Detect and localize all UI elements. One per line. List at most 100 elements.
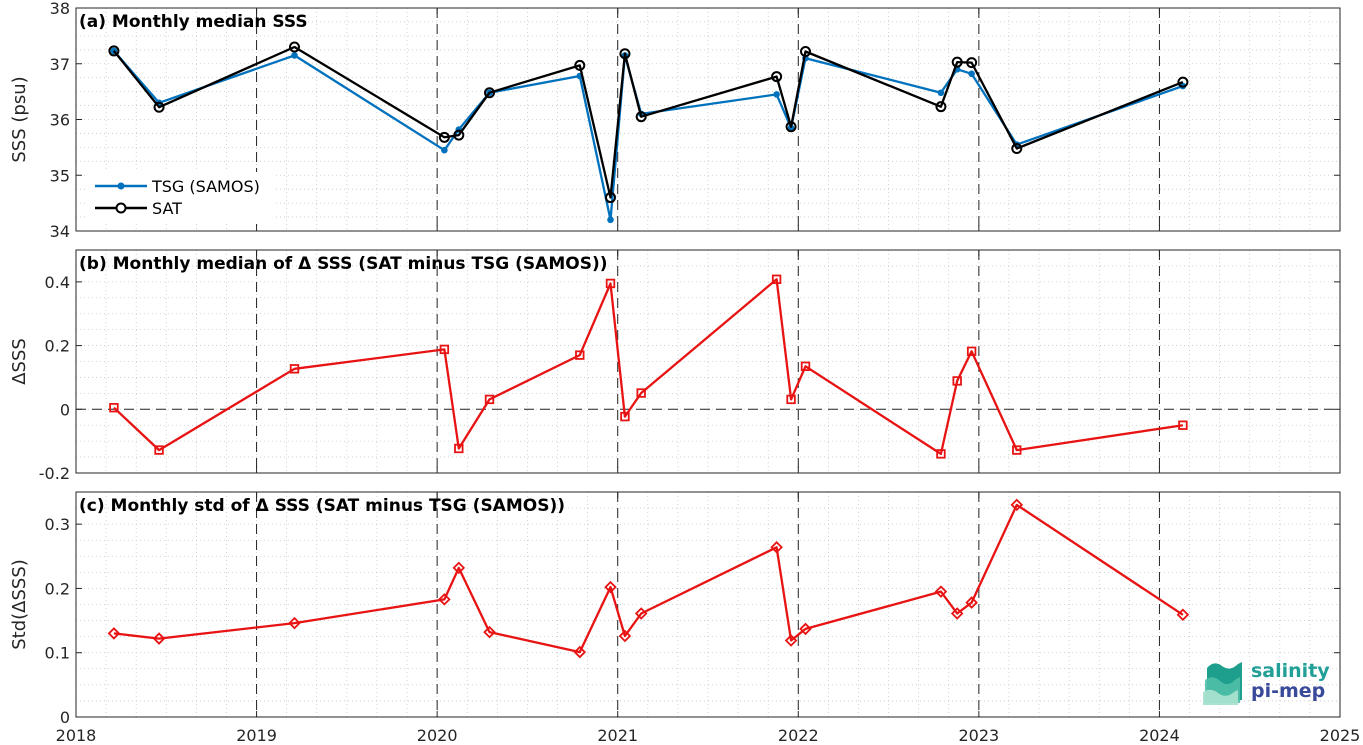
series-sat [108, 41, 1189, 204]
y-tick-label: 0.2 [45, 337, 70, 356]
y-axis-label: Std(ΔSSS) [9, 559, 30, 650]
data-point [288, 41, 300, 53]
data-point [965, 596, 978, 609]
y-tick-label: 0.4 [45, 273, 70, 292]
data-point [935, 101, 947, 113]
data-point [950, 607, 964, 620]
logo-text-pi-mep: pi-mep [1251, 680, 1325, 702]
data-point [438, 593, 451, 606]
y-axis-label: SSS (psu) [9, 76, 30, 162]
data-point [1012, 445, 1022, 455]
data-point [153, 101, 165, 113]
data-point [607, 216, 614, 224]
y-tick-label: -0.2 [39, 464, 70, 483]
data-point [799, 622, 812, 636]
data-point [770, 541, 783, 554]
data-point [771, 274, 782, 285]
data-point [934, 585, 948, 598]
y-tick-label: 37 [50, 55, 70, 74]
data-point [619, 48, 631, 60]
logo-wave-icon [1203, 662, 1242, 705]
data-point [575, 350, 585, 360]
axes-box [75, 491, 1341, 718]
data-point [787, 124, 795, 132]
y-tick-label: 0 [60, 400, 70, 419]
data-point [605, 278, 616, 289]
data-point [483, 625, 496, 639]
series-delta [107, 498, 1190, 659]
data-point [618, 629, 632, 643]
data-point [800, 361, 811, 371]
data-point [1010, 498, 1024, 512]
x-tick-label: 2018 [56, 726, 97, 745]
panel-c: 0 0.1 0.2 0.3 Std(ΔSSS) (c) Monthly std of Δ … [9, 491, 1341, 727]
data-point [968, 70, 975, 78]
x-tick-label: 2025 [1320, 726, 1361, 745]
panel-title: (b) Monthly median of Δ SSS (SAT minus T… [79, 254, 608, 274]
y-tick-label: 38 [50, 0, 70, 18]
data-point [154, 445, 164, 455]
data-point [604, 580, 617, 594]
data-point [1011, 142, 1023, 154]
data-point [966, 57, 978, 69]
data-point [771, 71, 783, 83]
data-point [1176, 608, 1190, 622]
legend-sat-label: SAT [152, 199, 182, 218]
data-point [620, 411, 630, 422]
data-point [108, 45, 120, 57]
data-point [785, 121, 797, 133]
y-tick-label: 35 [50, 166, 70, 185]
data-point [484, 394, 495, 405]
panel-title: (c) Monthly std of Δ SSS (SAT minus TSG … [79, 496, 565, 516]
panel-title: (a) Monthly median SSS [79, 12, 308, 32]
data-point [937, 89, 945, 97]
data-point [453, 129, 465, 141]
data-point [1177, 76, 1189, 88]
axes-box [75, 249, 1341, 474]
data-point [109, 402, 119, 413]
data-point [634, 607, 648, 620]
data-point [635, 111, 647, 123]
salinity-pi-mep-logo: salinity pi-mep [1203, 660, 1330, 705]
data-point [574, 59, 586, 71]
legend-tsg-label: TSG (SAMOS) [151, 177, 260, 196]
data-point [291, 52, 298, 59]
data-point [800, 45, 812, 57]
x-tick-label: 2024 [1139, 726, 1180, 745]
data-point [786, 394, 796, 405]
series-delta [109, 274, 1188, 459]
data-point [636, 388, 646, 398]
data-point [107, 627, 121, 640]
legend-sat-marker [115, 202, 127, 214]
data-point [454, 443, 464, 454]
data-point [452, 561, 466, 575]
data-point [773, 91, 780, 98]
series-line-sat [113, 45, 1184, 199]
series-line-delta [113, 278, 1184, 456]
data-point [966, 346, 977, 357]
y-tick-label: 0 [60, 708, 70, 727]
x-tick-label: 2021 [597, 726, 638, 745]
x-tick-label: 2020 [417, 726, 458, 745]
legend-tsg-marker [117, 182, 125, 190]
data-point [484, 87, 496, 99]
data-point [152, 632, 166, 645]
data-point [289, 364, 300, 374]
data-point [952, 376, 962, 386]
y-axis-label: ΔSSS [9, 338, 30, 385]
x-tick-label: 2022 [778, 726, 819, 745]
data-point [573, 645, 587, 659]
x-tick-label: 2019 [236, 726, 277, 745]
y-tick-label: 0.1 [45, 644, 70, 663]
x-tick-label: 2023 [958, 726, 999, 745]
y-tick-label: 34 [50, 222, 70, 241]
panel-a: 34 35 36 37 38 SSS (psu) (a) Monthly median SS… [9, 0, 1341, 241]
panel-b: -0.2 0 0.2 0.4 ΔSSS (b) Monthly median of Δ S… [9, 249, 1341, 483]
data-point [936, 449, 946, 459]
data-point [438, 131, 450, 143]
y-tick-label: 36 [50, 111, 70, 130]
legend: TSG (SAMOS) SAT [88, 172, 273, 224]
data-point [784, 634, 798, 647]
logo-text-salinity: salinity [1251, 660, 1330, 682]
